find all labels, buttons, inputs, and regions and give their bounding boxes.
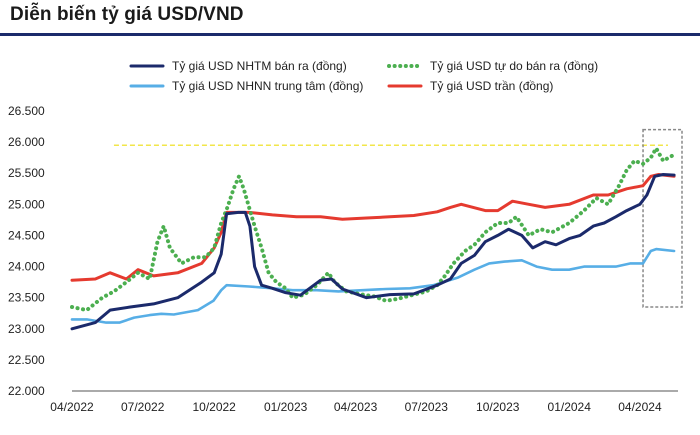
legend: Tỷ giá USD NHTM bán ra (đồng) Tỷ giá USD … <box>129 59 598 93</box>
y-tick-label: 22.000 <box>8 384 45 398</box>
y-tick-label: 23.500 <box>8 291 45 305</box>
x-axis: 04/2022 07/2022 10/2022 01/2023 04/2023 07/20… <box>50 390 678 414</box>
x-tick-label: 07/2023 <box>405 400 449 414</box>
plot-area <box>70 128 683 331</box>
y-tick-label: 22.500 <box>8 353 45 367</box>
y-tick-label: 26.000 <box>8 135 45 149</box>
x-tick-label: 07/2022 <box>121 400 165 414</box>
legend-label: Tỷ giá USD trần (đồng) <box>430 79 553 93</box>
y-tick-label: 24.500 <box>8 228 45 242</box>
y-tick-label: 23.000 <box>8 322 45 336</box>
y-axis: 22.000 22.500 23.000 23.500 24.000 24.500 25.0… <box>8 104 45 398</box>
y-tick-label: 25.000 <box>8 197 45 211</box>
x-tick-label: 04/2023 <box>334 400 378 414</box>
series-line-3 <box>70 173 676 282</box>
series-line-2 <box>70 247 676 324</box>
highlight-box <box>642 128 683 308</box>
x-tick-label: 04/2022 <box>50 400 94 414</box>
legend-label: Tỷ giá USD NHTM bán ra (đồng) <box>172 59 347 73</box>
page-title: Diễn biến tỷ giá USD/VND <box>10 4 244 25</box>
y-tick-label: 25.500 <box>8 166 45 180</box>
x-tick-label: 10/2022 <box>192 400 236 414</box>
series-line-1 <box>70 146 677 313</box>
x-tick-label: 01/2024 <box>548 400 592 414</box>
legend-label: Tỷ giá USD tự do bán ra (đồng) <box>430 59 598 73</box>
legend-label: Tỷ giá USD NHNN trung tâm (đồng) <box>172 79 363 93</box>
x-tick-label: 04/2024 <box>618 400 662 414</box>
x-tick-label: 01/2023 <box>264 400 308 414</box>
x-tick-label: 10/2023 <box>476 400 520 414</box>
y-tick-label: 26.500 <box>8 104 45 118</box>
title-rule <box>0 33 700 36</box>
series-line-0 <box>70 173 676 331</box>
y-tick-label: 24.000 <box>8 260 45 274</box>
